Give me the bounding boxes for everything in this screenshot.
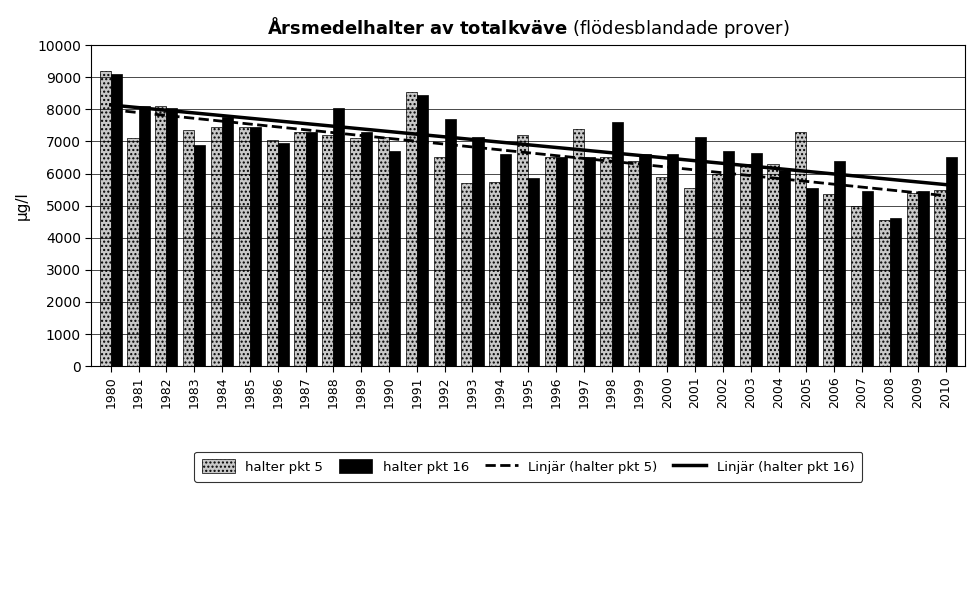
Bar <box>556 158 567 366</box>
Bar <box>211 127 222 366</box>
Bar <box>250 127 261 366</box>
Bar <box>862 191 873 366</box>
Bar <box>489 181 501 366</box>
Bar <box>183 130 194 366</box>
Bar <box>584 158 595 366</box>
Bar <box>472 137 483 366</box>
Bar <box>239 127 250 366</box>
Bar <box>100 71 111 366</box>
Bar <box>445 119 456 366</box>
Bar <box>155 106 167 366</box>
Bar <box>934 190 946 366</box>
Bar <box>740 164 751 366</box>
Bar <box>890 219 901 366</box>
Bar <box>572 128 584 366</box>
Bar <box>767 164 778 366</box>
Bar <box>222 118 233 366</box>
Bar <box>906 193 917 366</box>
Bar <box>517 135 528 366</box>
Bar <box>433 158 445 366</box>
Bar <box>389 151 400 366</box>
Bar <box>350 139 362 366</box>
Bar <box>406 92 416 366</box>
Bar <box>322 135 333 366</box>
Bar <box>601 158 612 366</box>
Bar <box>378 137 389 366</box>
Bar <box>946 158 956 366</box>
Bar <box>127 139 138 366</box>
Bar <box>751 153 761 366</box>
Bar <box>167 107 177 366</box>
Bar <box>194 144 206 366</box>
Bar <box>628 161 639 366</box>
Bar <box>416 95 428 366</box>
Bar <box>111 74 122 366</box>
Bar <box>294 132 306 366</box>
Bar <box>834 161 846 366</box>
Bar <box>723 151 734 366</box>
Bar <box>667 154 678 366</box>
Bar <box>639 154 651 366</box>
Y-axis label: µg/l: µg/l <box>15 191 30 220</box>
Bar <box>501 154 512 366</box>
Bar <box>823 195 834 366</box>
Bar <box>277 143 289 366</box>
Bar <box>138 106 150 366</box>
Bar <box>545 158 556 366</box>
Legend: halter pkt 5, halter pkt 16, Linjär (halter pkt 5), Linjär (halter pkt 16): halter pkt 5, halter pkt 16, Linjär (hal… <box>194 451 862 482</box>
Bar <box>695 137 707 366</box>
Bar <box>795 132 807 366</box>
Bar <box>306 132 317 366</box>
Bar <box>462 183 472 366</box>
Bar <box>851 205 862 366</box>
Bar <box>362 132 372 366</box>
Bar <box>528 179 539 366</box>
Bar <box>879 220 890 366</box>
Bar <box>267 140 277 366</box>
Bar <box>807 188 817 366</box>
Title: $\bf{Årsmedelhalter\ av\ totalkväve}$ (flödesblandade prover): $\bf{Årsmedelhalter\ av\ totalkväve}$ (f… <box>267 15 790 40</box>
Bar <box>333 107 344 366</box>
Bar <box>778 170 790 366</box>
Bar <box>711 174 723 366</box>
Bar <box>917 191 929 366</box>
Bar <box>612 122 622 366</box>
Bar <box>684 188 695 366</box>
Bar <box>657 177 667 366</box>
